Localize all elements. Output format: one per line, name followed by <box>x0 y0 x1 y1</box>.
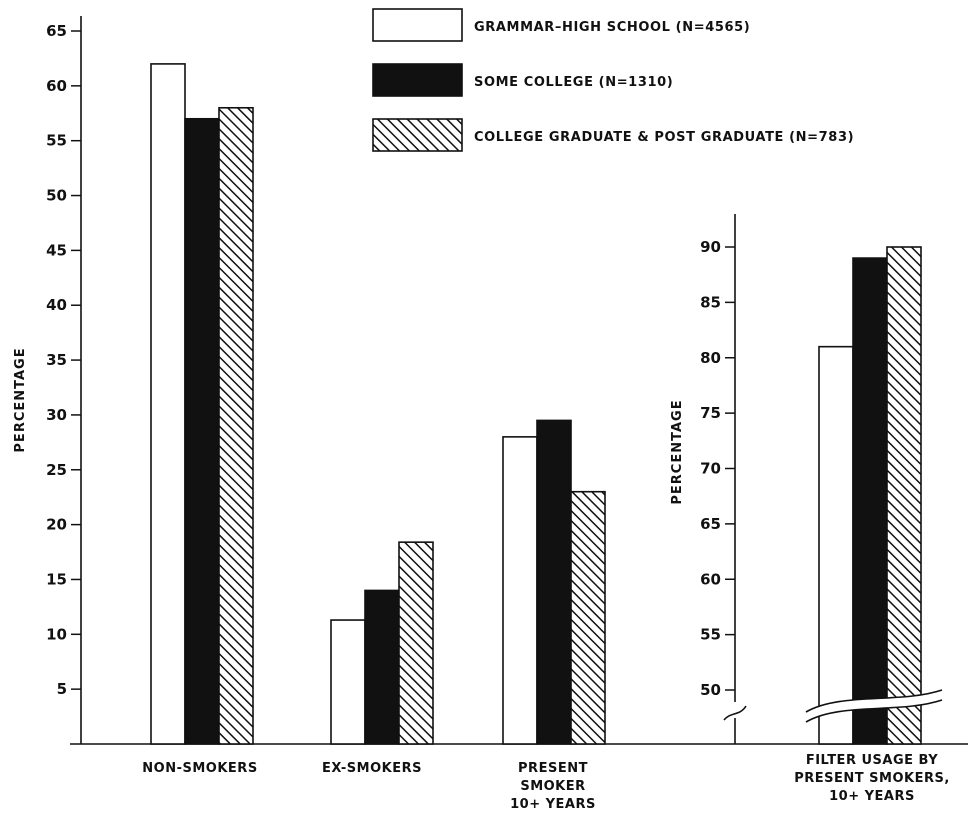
legend-swatch <box>372 63 463 97</box>
y-tick-label: 55 <box>700 626 721 644</box>
bar <box>852 257 888 745</box>
category-label: PRESENT SMOKERS, <box>794 771 950 786</box>
y-tick-label: 15 <box>46 570 67 588</box>
category-label: FILTER USAGE BY <box>806 753 938 768</box>
legend-label: GRAMMAR–HIGH SCHOOL (N=4565) <box>474 20 750 35</box>
y-tick-label: 10 <box>46 625 67 643</box>
y-tick-label: 40 <box>46 296 67 314</box>
category-label: 10+ YEARS <box>510 797 596 812</box>
bar <box>150 63 186 745</box>
axis-break-line <box>805 699 943 723</box>
category-label: EX-SMOKERS <box>322 761 422 776</box>
left-bar-chart: 5 10 15 20 25 30 35 40 45 50 55 60 65 PERCENTAGE NON-S… <box>13 16 968 812</box>
y-tick-label: 90 <box>700 238 721 256</box>
y-tick-label: 45 <box>46 241 67 259</box>
y-tick-label: 65 <box>46 22 67 40</box>
category-label: 10+ YEARS <box>829 789 915 804</box>
y-tick-label: 30 <box>46 406 67 424</box>
y-tick-label: 60 <box>700 570 721 588</box>
legend-swatch <box>372 118 463 152</box>
bar <box>330 619 366 745</box>
bar <box>502 436 538 745</box>
y-tick-label: 65 <box>700 515 721 533</box>
y-tick-label: 75 <box>700 404 721 422</box>
bar <box>364 589 400 745</box>
y-axis-title-left: PERCENTAGE <box>13 347 28 452</box>
legend-label: COLLEGE GRADUATE & POST GRADUATE (N=783) <box>474 130 854 145</box>
y-tick-label: 5 <box>57 680 67 698</box>
bar <box>570 490 606 745</box>
y-tick-label: 70 <box>700 460 721 478</box>
y-tick-label: 25 <box>46 461 67 479</box>
category-label: SMOKER <box>520 779 585 794</box>
y-tick-label: 80 <box>700 349 721 367</box>
y-tick-label: 35 <box>46 351 67 369</box>
y-tick-label: 60 <box>46 77 67 95</box>
y-tick-label: 85 <box>700 293 721 311</box>
bar <box>184 117 220 745</box>
axis-break-mark <box>723 705 747 721</box>
bar <box>536 419 572 745</box>
y-tick-label: 50 <box>46 187 67 205</box>
category-label: NON-SMOKERS <box>142 761 257 776</box>
bar <box>218 106 254 745</box>
axis-break-band <box>806 690 942 722</box>
y-tick-label: 55 <box>46 132 67 150</box>
axis-break-line <box>805 689 943 713</box>
legend-label: SOME COLLEGE (N=1310) <box>474 75 673 90</box>
y-tick-label: 50 <box>700 681 721 699</box>
y-tick-label: 20 <box>46 516 67 534</box>
right-bar-chart: 50 55 60 65 70 75 80 85 90 PERCENTAGE FILTER USAGE… <box>670 214 950 804</box>
bar <box>398 541 434 745</box>
bar <box>886 246 922 745</box>
y-axis-title-right: PERCENTAGE <box>670 399 685 504</box>
category-label: PRESENT <box>518 761 588 776</box>
bar <box>818 345 854 745</box>
legend: GRAMMAR–HIGH SCHOOL (N=4565) SOME COLLEGE… <box>372 8 854 152</box>
legend-swatch <box>372 8 463 42</box>
